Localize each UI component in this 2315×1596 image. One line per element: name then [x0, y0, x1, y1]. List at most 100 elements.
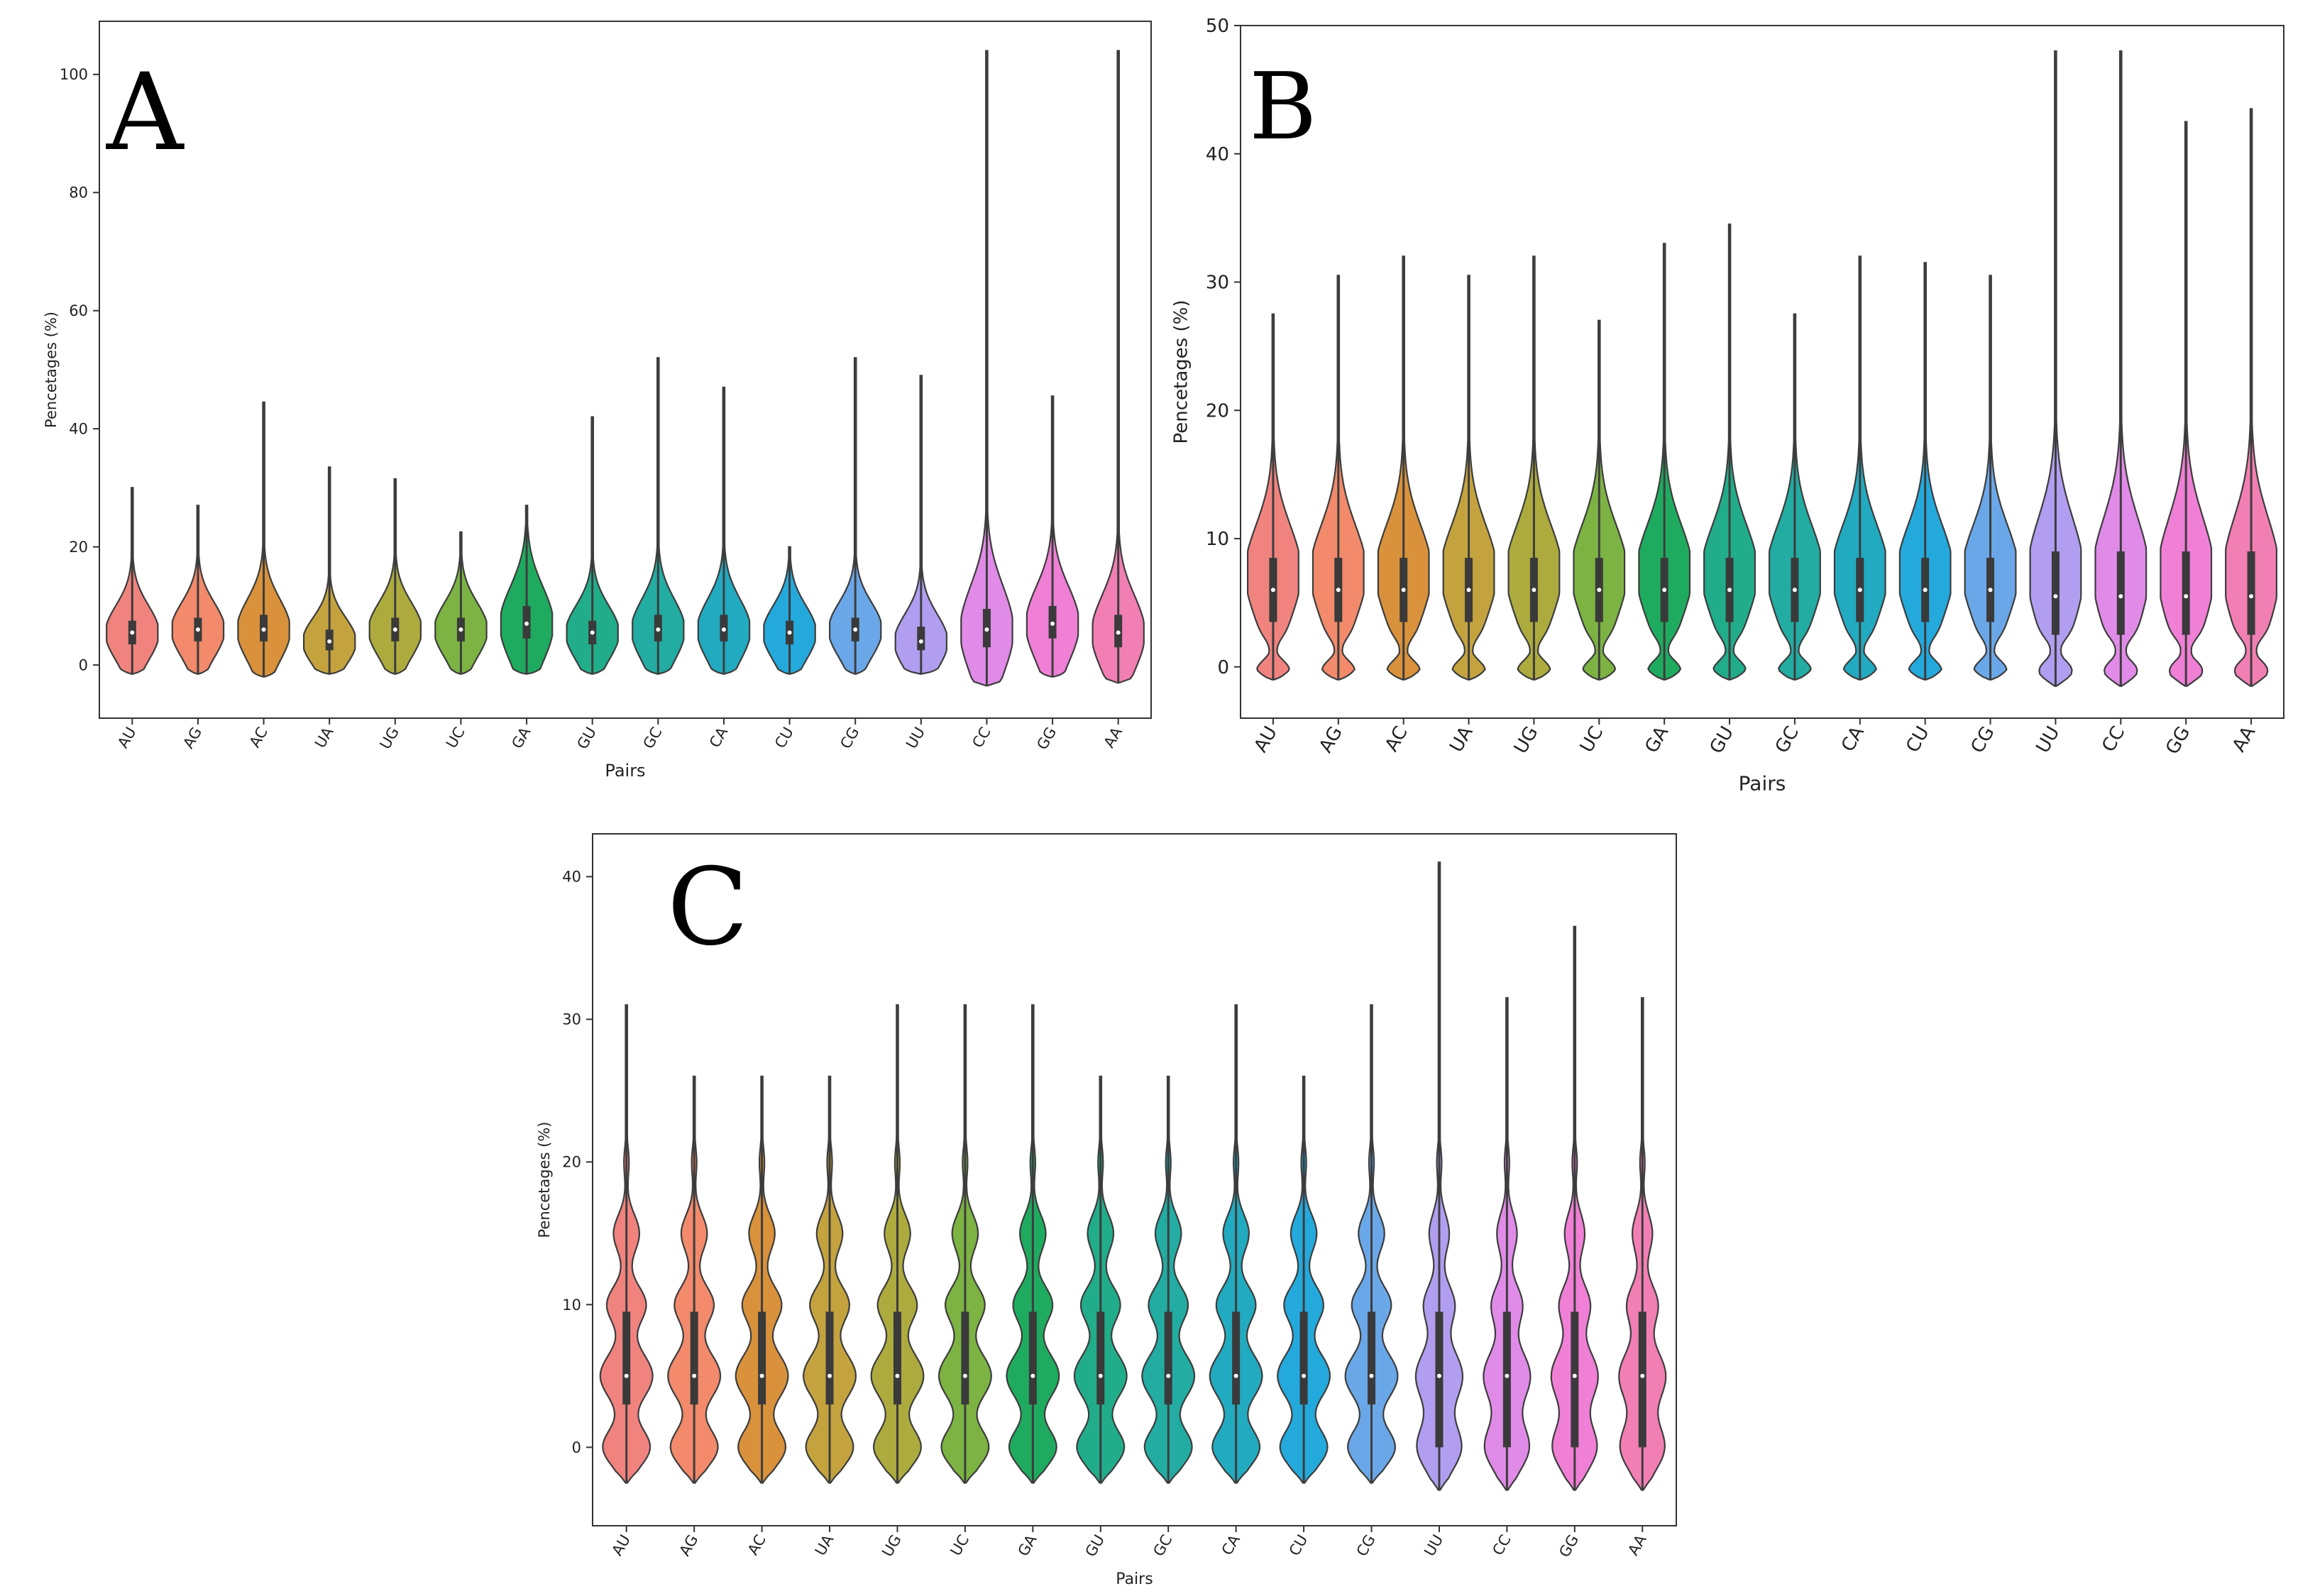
- y-axis-label: Pencetages (%): [43, 312, 60, 428]
- median-dot-ua: [827, 1373, 832, 1378]
- median-dot-gu: [1098, 1373, 1103, 1378]
- y-tick-label: 40: [1206, 144, 1229, 165]
- iqr-box-uc: [961, 1311, 969, 1405]
- median-dot-ug: [392, 627, 397, 632]
- median-dot-au: [1270, 588, 1275, 593]
- x-axis-label: Pairs: [605, 761, 645, 781]
- median-dot-uc: [962, 1373, 967, 1378]
- x-axis-label: Pairs: [1116, 1570, 1153, 1588]
- median-dot-cu: [1923, 588, 1928, 593]
- iqr-box-gg: [1571, 1311, 1579, 1448]
- median-dot-ag: [1336, 588, 1341, 593]
- median-dot-ca: [1233, 1373, 1238, 1378]
- iqr-box-ug: [893, 1311, 901, 1405]
- iqr-box-cc: [1502, 1311, 1511, 1448]
- iqr-box-aa: [1638, 1311, 1646, 1448]
- x-tick-label-cu: CU: [1286, 1532, 1312, 1559]
- median-dot-gg: [2184, 594, 2189, 599]
- median-dot-ag: [692, 1373, 697, 1378]
- median-dot-gc: [1792, 588, 1797, 593]
- y-tick-label: 0: [1217, 657, 1229, 678]
- median-dot-aa: [2249, 594, 2254, 599]
- y-tick-label: 20: [562, 1154, 581, 1171]
- x-tick-label-ca: CA: [1219, 1531, 1244, 1558]
- y-axis-label: Pencetages (%): [536, 1122, 553, 1238]
- x-tick-label-au: AU: [608, 1532, 634, 1559]
- median-dot-ac: [759, 1373, 764, 1378]
- iqr-box-cu: [1299, 1311, 1308, 1405]
- plot-frame: [1240, 25, 2284, 719]
- y-tick-label: 50: [1206, 16, 1229, 37]
- x-tick-label-ac: AC: [744, 1532, 769, 1558]
- median-dot-ac: [261, 627, 266, 632]
- iqr-box-gg: [2182, 551, 2190, 635]
- y-tick-label: 10: [562, 1297, 581, 1314]
- median-dot-gc: [1166, 1373, 1171, 1378]
- median-dot-ug: [1532, 588, 1536, 593]
- iqr-box-cc: [2116, 551, 2125, 635]
- median-dot-uc: [458, 627, 463, 632]
- panel-letter: C: [667, 846, 749, 969]
- iqr-box-ag: [690, 1311, 698, 1405]
- iqr-box-cg: [1368, 1311, 1376, 1405]
- x-tick-label-gc: GC: [1150, 1532, 1175, 1560]
- median-dot-gc: [656, 627, 661, 632]
- median-dot-uu: [2053, 594, 2058, 599]
- median-dot-au: [130, 630, 135, 635]
- y-tick-label: 60: [69, 302, 88, 319]
- y-tick-label: 100: [60, 66, 88, 83]
- median-dot-cc: [984, 627, 989, 632]
- iqr-box-uu: [917, 627, 925, 651]
- x-tick-label-cg: CG: [1353, 1532, 1379, 1560]
- median-dot-cc: [2118, 594, 2123, 599]
- median-dot-gu: [1727, 588, 1732, 593]
- y-tick-label: 30: [1206, 273, 1229, 294]
- x-axis-label: Pairs: [1739, 771, 1786, 795]
- iqr-box-ua: [825, 1311, 834, 1405]
- median-dot-ca: [1857, 588, 1862, 593]
- y-tick-label: 0: [572, 1439, 581, 1456]
- iqr-box-au: [622, 1311, 631, 1405]
- y-tick-label: 20: [69, 539, 88, 556]
- median-dot-cu: [787, 630, 792, 635]
- median-dot-cg: [1369, 1373, 1374, 1378]
- iqr-box-ac: [758, 1311, 766, 1405]
- iqr-box-gu: [1096, 1311, 1105, 1405]
- x-tick-label-ga: GA: [1015, 1531, 1040, 1559]
- median-dot-cc: [1505, 1373, 1510, 1378]
- panel-letter: A: [106, 51, 185, 175]
- median-dot-cg: [1988, 588, 1993, 593]
- median-dot-ca: [721, 627, 726, 632]
- median-dot-ac: [1401, 588, 1406, 593]
- x-tick-label-ua: UA: [812, 1531, 837, 1558]
- x-tick-label-gg: GG: [1556, 1532, 1582, 1561]
- iqr-box-ga: [1028, 1311, 1037, 1405]
- median-dot-ga: [1662, 588, 1667, 593]
- median-dot-aa: [1116, 630, 1121, 635]
- median-dot-ga: [1030, 1373, 1035, 1378]
- median-dot-ga: [524, 621, 529, 626]
- panel-letter: B: [1249, 53, 1317, 160]
- iqr-box-gc: [1164, 1311, 1172, 1405]
- x-tick-label-uu: UU: [1421, 1532, 1446, 1560]
- median-dot-ua: [1466, 588, 1471, 593]
- median-dot-gg: [1050, 621, 1055, 626]
- median-dot-uu: [918, 639, 923, 644]
- y-tick-label: 40: [69, 421, 88, 438]
- median-dot-gu: [590, 630, 595, 635]
- median-dot-uu: [1436, 1373, 1441, 1378]
- y-tick-label: 80: [69, 185, 88, 202]
- median-dot-gg: [1572, 1373, 1577, 1378]
- y-tick-label: 0: [79, 656, 88, 673]
- y-tick-label: 10: [1206, 529, 1229, 550]
- plot-frame: [592, 833, 1677, 1526]
- iqr-box-uu: [1435, 1311, 1444, 1448]
- iqr-box-ca: [1232, 1311, 1241, 1405]
- iqr-box-uu: [2051, 551, 2060, 635]
- median-dot-aa: [1640, 1373, 1645, 1378]
- median-dot-au: [624, 1373, 629, 1378]
